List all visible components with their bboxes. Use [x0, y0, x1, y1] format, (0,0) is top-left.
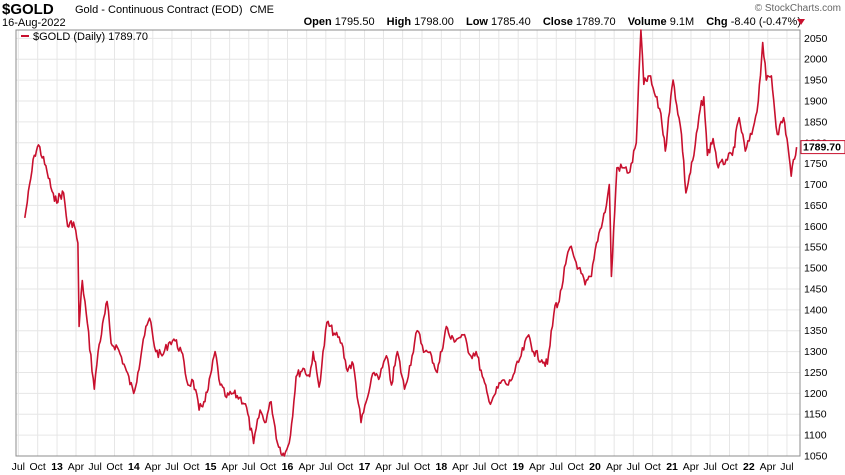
y-axis: 1050 1100 1150 1200 1250 1300 1350 1400 1450 1500… [804, 33, 828, 463]
stat-value-low: 1785.40 [491, 16, 531, 28]
y-tick-label: 1150 [804, 409, 827, 421]
x-tick-label: Oct [260, 461, 276, 473]
stat-value-high: 1798.00 [414, 16, 454, 28]
y-tick-label: 1650 [804, 200, 828, 212]
y-tick-label: 1100 [804, 430, 827, 442]
y-tick-label: 1500 [804, 263, 828, 275]
x-tick-label: Apr [683, 461, 700, 473]
x-tick-label: Jul [242, 461, 255, 473]
x-tick-label: Apr [606, 461, 623, 473]
quote-date: 16-Aug-2022 [2, 17, 66, 29]
x-tick-label: 19 [512, 461, 524, 473]
y-tick-label: 2050 [804, 33, 828, 45]
x-tick-label: 13 [51, 461, 63, 473]
y-tick-label: 1300 [804, 346, 828, 358]
x-tick-label: Oct [183, 461, 199, 473]
x-tick-label: Oct [30, 461, 46, 473]
stat-label-low: Low [465, 16, 488, 28]
stat-label-high: High [386, 16, 412, 28]
x-tick-label: Apr [298, 461, 315, 473]
x-tick-label: 20 [589, 461, 601, 473]
x-tick-label: Apr [529, 461, 546, 473]
last-price-box [800, 140, 845, 155]
stat-value-open: 1795.50 [334, 16, 375, 28]
x-tick-label: Jul [319, 461, 332, 473]
x-tick-label: Jul [550, 461, 563, 473]
x-tick-label: Jul [703, 461, 716, 473]
y-tick-label: 2000 [804, 54, 828, 66]
exchange-label: CME [249, 4, 275, 16]
legend: $GOLD (Daily) 1789.70 [21, 31, 148, 43]
x-tick-label: 22 [743, 461, 755, 473]
chart-grid [16, 30, 800, 457]
x-tick-label: 16 [282, 461, 294, 473]
y-tick-label: 1250 [804, 367, 828, 379]
x-tick-label: Oct [721, 461, 737, 473]
x-tick-label: Jul [473, 461, 486, 473]
x-tick-label: 21 [666, 461, 678, 473]
y-tick-label: 1550 [804, 242, 828, 254]
x-tick-label: Apr [760, 461, 777, 473]
stat-value-volume: 9.1M [669, 16, 695, 28]
x-tick-label: Oct [644, 461, 660, 473]
ohlc-stats: Open 1795.50 High 1798.00 Low 1785.40 Cl… [295, 16, 801, 28]
x-tick-label: 14 [128, 461, 140, 473]
x-tick-label: Jul [780, 461, 793, 473]
y-tick-label: 1600 [804, 221, 828, 233]
x-tick-label: Oct [414, 461, 430, 473]
y-tick-label: 1450 [804, 283, 828, 295]
x-tick-label: Jul [627, 461, 640, 473]
x-tick-label: Jul [165, 461, 178, 473]
x-tick-label: Apr [145, 461, 162, 473]
y-tick-label: 1950 [804, 75, 828, 87]
brand-watermark: © StockCharts.com [754, 3, 841, 14]
y-tick-label: 1400 [804, 304, 828, 316]
y-tick-label: 1750 [804, 158, 828, 170]
last-price-label: 1789.70 [803, 142, 841, 154]
x-tick-label: Apr [452, 461, 469, 473]
x-tick-label: Jul [12, 461, 25, 473]
x-tick-label: Oct [567, 461, 583, 473]
stat-value-close: 1789.70 [575, 16, 616, 28]
x-tick-label: 17 [359, 461, 371, 473]
y-tick-label: 1700 [804, 179, 828, 191]
chart-header: $GOLD Gold - Continuous Contract (EOD) C… [0, 0, 845, 29]
stat-value-chg: -8.40 (-0.47%) [730, 16, 801, 28]
x-tick-label: Oct [106, 461, 122, 473]
y-tick-label: 1050 [804, 451, 828, 463]
gold-price-line [24, 29, 798, 457]
x-tick-label: 18 [436, 461, 448, 473]
y-tick-label: 1850 [804, 116, 828, 128]
stat-label-open: Open [303, 16, 332, 28]
stat-label-chg: Chg [706, 16, 728, 28]
x-tick-label: Apr [68, 461, 85, 473]
instrument-name: Gold - Continuous Contract (EOD) CME [75, 4, 274, 16]
x-tick-label: Apr [221, 461, 238, 473]
legend-label: $GOLD (Daily) 1789.70 [33, 31, 148, 43]
instrument-title: Gold - Continuous Contract (EOD) [75, 4, 243, 16]
y-tick-label: 1900 [804, 96, 828, 108]
x-tick-label: Jul [396, 461, 409, 473]
x-tick-label: Oct [337, 461, 353, 473]
x-tick-label: Oct [491, 461, 507, 473]
y-tick-label: 1350 [804, 325, 828, 337]
plot-frame [15, 29, 801, 457]
x-tick-label: Apr [375, 461, 392, 473]
y-tick-label: 1200 [804, 388, 828, 400]
last-price-marker: 1789.70 [800, 140, 845, 155]
x-tick-label: Jul [88, 461, 101, 473]
x-tick-label: 15 [205, 461, 217, 473]
stat-label-close: Close [542, 16, 573, 28]
chart-options-caret-icon[interactable] [797, 19, 805, 25]
stat-label-volume: Volume [627, 16, 667, 28]
x-axis: Jul Oct 13 Apr Jul Oct 14 Apr Jul Oct 15 Apr Jul Oct 1… [12, 461, 794, 473]
ticker-symbol: $GOLD [2, 1, 54, 18]
